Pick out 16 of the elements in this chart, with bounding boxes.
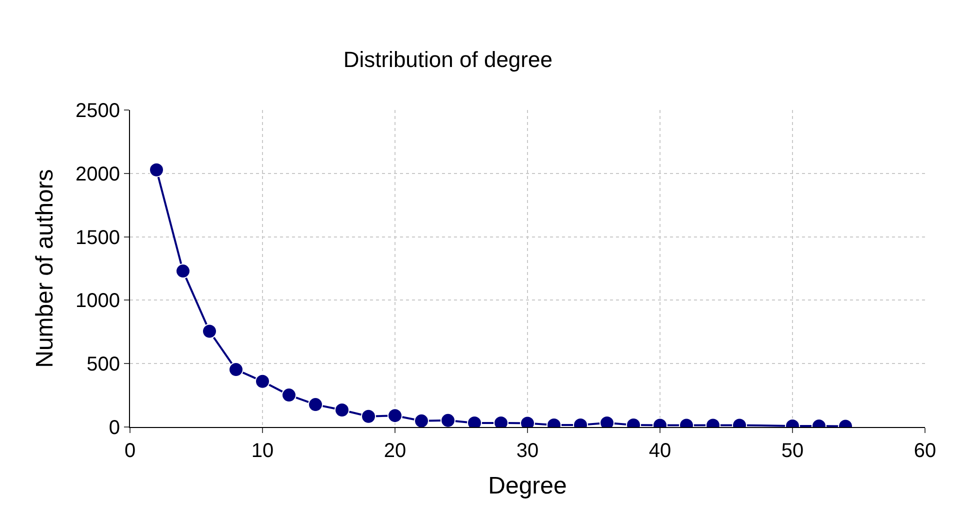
- y-tick-label: 1000: [76, 290, 120, 312]
- y-tick-label: 0: [108, 417, 120, 439]
- chart-title: Distribution of degree: [343, 47, 552, 72]
- y-tick-label: 2500: [76, 100, 120, 122]
- y-tick-label: 2000: [76, 163, 120, 186]
- x-tick-label: 50: [781, 440, 804, 462]
- x-tick-label: 20: [384, 440, 406, 462]
- y-axis-title: Number of authors: [32, 169, 59, 368]
- y-tick-label: 1500: [76, 226, 120, 249]
- x-tick-label: 10: [251, 440, 274, 462]
- x-tick-label: 40: [648, 440, 672, 462]
- y-tick-label: 500: [86, 354, 120, 376]
- x-axis-title: Degree: [488, 472, 567, 500]
- x-tick-label: 60: [914, 440, 936, 462]
- x-tick-label: 30: [516, 440, 539, 462]
- x-tick-label: 0: [124, 440, 136, 462]
